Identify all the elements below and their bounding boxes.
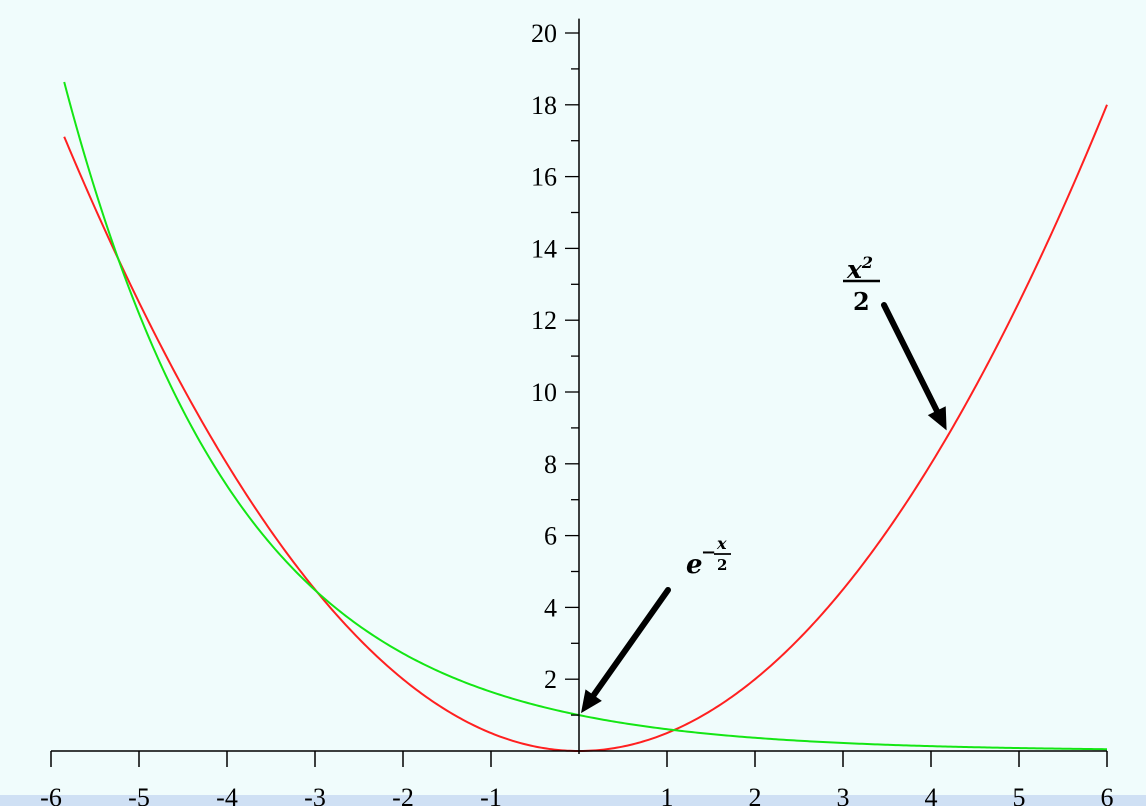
x-tick-label: 6 — [1101, 783, 1114, 806]
y-tick-label: 4 — [544, 593, 557, 622]
series-line-exp_neg_x_over_2 — [63, 81, 1108, 751]
x-tick-label: -6 — [40, 783, 62, 806]
annotation-exp-numerator: x — [716, 534, 727, 553]
y-tick-label: 20 — [531, 19, 557, 48]
annotation-exp-base: e — [686, 550, 703, 580]
annotation-x2-numerator: x2 — [846, 253, 873, 284]
annotation-x2-over-2: x2 2 — [843, 253, 947, 431]
annotation-x2-arrow — [881, 302, 947, 431]
x-tick-label: -3 — [304, 783, 326, 806]
arrow-exp-shaft — [590, 587, 671, 699]
arrow-x2-head — [927, 406, 947, 431]
axes-layer — [50, 18, 1108, 767]
annotation-exp-sign: − — [701, 542, 716, 563]
annotation-exp-denominator: 2 — [717, 556, 727, 574]
x-tick-label: -4 — [216, 783, 238, 806]
annotation-exp-arrow — [581, 587, 671, 714]
annotation-exp: e − x 2 — [581, 534, 731, 714]
x-tick-label: -5 — [128, 783, 150, 806]
y-tick-label: 6 — [544, 522, 557, 551]
y-tick-label: 16 — [531, 163, 557, 192]
y-tick-label: 2 — [544, 665, 557, 694]
y-tick-label: 8 — [544, 450, 557, 479]
x-tick-label: 2 — [749, 783, 762, 806]
annotation-x2-denominator: 2 — [853, 287, 870, 316]
x-tick-label: 4 — [925, 783, 938, 806]
arrow-x2-shaft — [881, 302, 940, 414]
x-tick-label: 5 — [1013, 783, 1026, 806]
x-tick-label: 1 — [661, 783, 674, 806]
y-tick-label: 10 — [531, 378, 557, 407]
x-tick-label: -1 — [480, 783, 502, 806]
y-tick-label: 18 — [531, 91, 557, 120]
bottom-band — [0, 795, 1146, 806]
arrow-exp-head — [581, 689, 602, 714]
y-tick-label: 14 — [531, 234, 557, 263]
x-tick-label: -2 — [392, 783, 414, 806]
y-tick-label: 12 — [531, 306, 557, 335]
x-tick-label: 3 — [837, 783, 850, 806]
